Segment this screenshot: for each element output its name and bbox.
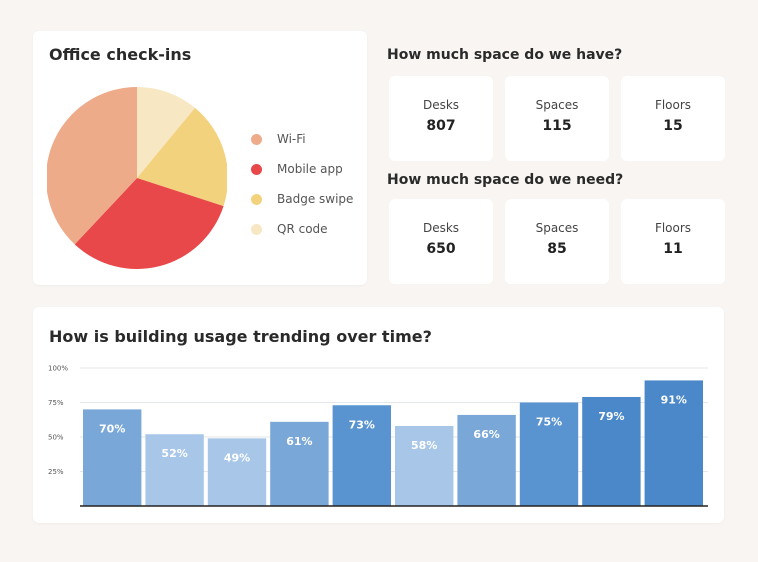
have-floors-card: Floors 15 — [621, 76, 725, 161]
have-desks-label: Desks — [422, 98, 460, 112]
bar-value-label: 66% — [473, 428, 499, 441]
checkins-pie-chart — [47, 87, 227, 269]
legend-label-wifi: Wi-Fi — [277, 132, 306, 146]
legend-swatch-qr-code — [251, 223, 262, 235]
legend-item-qr-code: QR code — [251, 214, 353, 244]
bar-value-label: 73% — [349, 418, 375, 431]
bar-value-label: 75% — [536, 416, 562, 429]
usage-bar — [83, 409, 142, 506]
usage-bar — [332, 405, 391, 506]
office-checkins-card: Office check-ins Wi-Fi Mobile app Badge … — [33, 31, 367, 285]
space-have-heading: How much space do we have? — [387, 47, 623, 63]
have-spaces-card: Spaces 115 — [505, 76, 609, 161]
space-need-heading: How much space do we need? — [387, 172, 624, 188]
have-spaces-value: 115 — [542, 118, 572, 134]
legend-item-wifi: Wi-Fi — [251, 124, 353, 154]
usage-bar — [457, 414, 516, 506]
legend-item-badge-swipe: Badge swipe — [251, 184, 353, 214]
y-tick-label: 100% — [48, 365, 68, 373]
legend-label-qr-code: QR code — [277, 222, 328, 236]
have-floors-label: Floors — [654, 98, 692, 112]
pie-slice-qr-code — [137, 87, 196, 178]
bar-value-label: 61% — [286, 435, 312, 448]
usage-bar — [644, 380, 703, 506]
need-floors-card: Floors 11 — [621, 199, 725, 284]
usage-bar — [270, 421, 329, 506]
need-floors-value: 11 — [663, 241, 683, 257]
need-spaces-label: Spaces — [535, 221, 579, 235]
office-checkins-title: Office check-ins — [49, 45, 192, 64]
legend-label-mobile-app: Mobile app — [277, 162, 343, 176]
need-desks-label: Desks — [422, 221, 460, 235]
usage-bar — [582, 396, 641, 506]
usage-trend-title: How is building usage trending over time… — [49, 327, 432, 346]
need-desks-card: Desks 650 — [389, 199, 493, 284]
legend-swatch-wifi — [251, 133, 262, 145]
have-spaces-label: Spaces — [535, 98, 579, 112]
y-tick-label: 50% — [48, 434, 64, 442]
bar-value-label: 79% — [598, 410, 624, 423]
legend-label-badge-swipe: Badge swipe — [277, 192, 354, 206]
need-spaces-card: Spaces 85 — [505, 199, 609, 284]
usage-bar — [519, 402, 579, 506]
usage-bar — [207, 438, 267, 506]
pie-slice-mobile-app — [74, 178, 224, 269]
usage-bar — [145, 434, 204, 506]
pie-slice-badge-swipe — [137, 107, 227, 207]
need-desks-value: 650 — [426, 241, 456, 257]
have-floors-value: 15 — [663, 118, 683, 134]
usage-trend-bar-chart: 25% 50% 75% 100% 70% 52% 49% 61% 73% 58% 66% 75% 79%… — [48, 365, 708, 507]
bar-value-label: 70% — [99, 422, 125, 435]
bar-value-label: 58% — [411, 439, 437, 452]
legend-item-mobile-app: Mobile app — [251, 154, 353, 184]
have-desks-value: 807 — [426, 118, 456, 134]
bar-value-label: 91% — [661, 393, 687, 406]
usage-bar — [395, 425, 454, 506]
usage-trend-card: How is building usage trending over time… — [33, 307, 724, 523]
checkins-legend: Wi-Fi Mobile app Badge swipe QR code — [251, 124, 353, 244]
need-spaces-value: 85 — [547, 241, 567, 257]
y-tick-label: 25% — [48, 468, 64, 476]
need-floors-label: Floors — [654, 221, 692, 235]
bar-value-label: 52% — [161, 447, 187, 460]
legend-swatch-badge-swipe — [251, 193, 262, 205]
y-tick-label: 75% — [48, 399, 64, 407]
pie-slice-wifi — [47, 87, 137, 245]
have-desks-card: Desks 807 — [389, 76, 493, 161]
bar-value-label: 49% — [224, 451, 250, 464]
legend-swatch-mobile-app — [251, 163, 262, 175]
